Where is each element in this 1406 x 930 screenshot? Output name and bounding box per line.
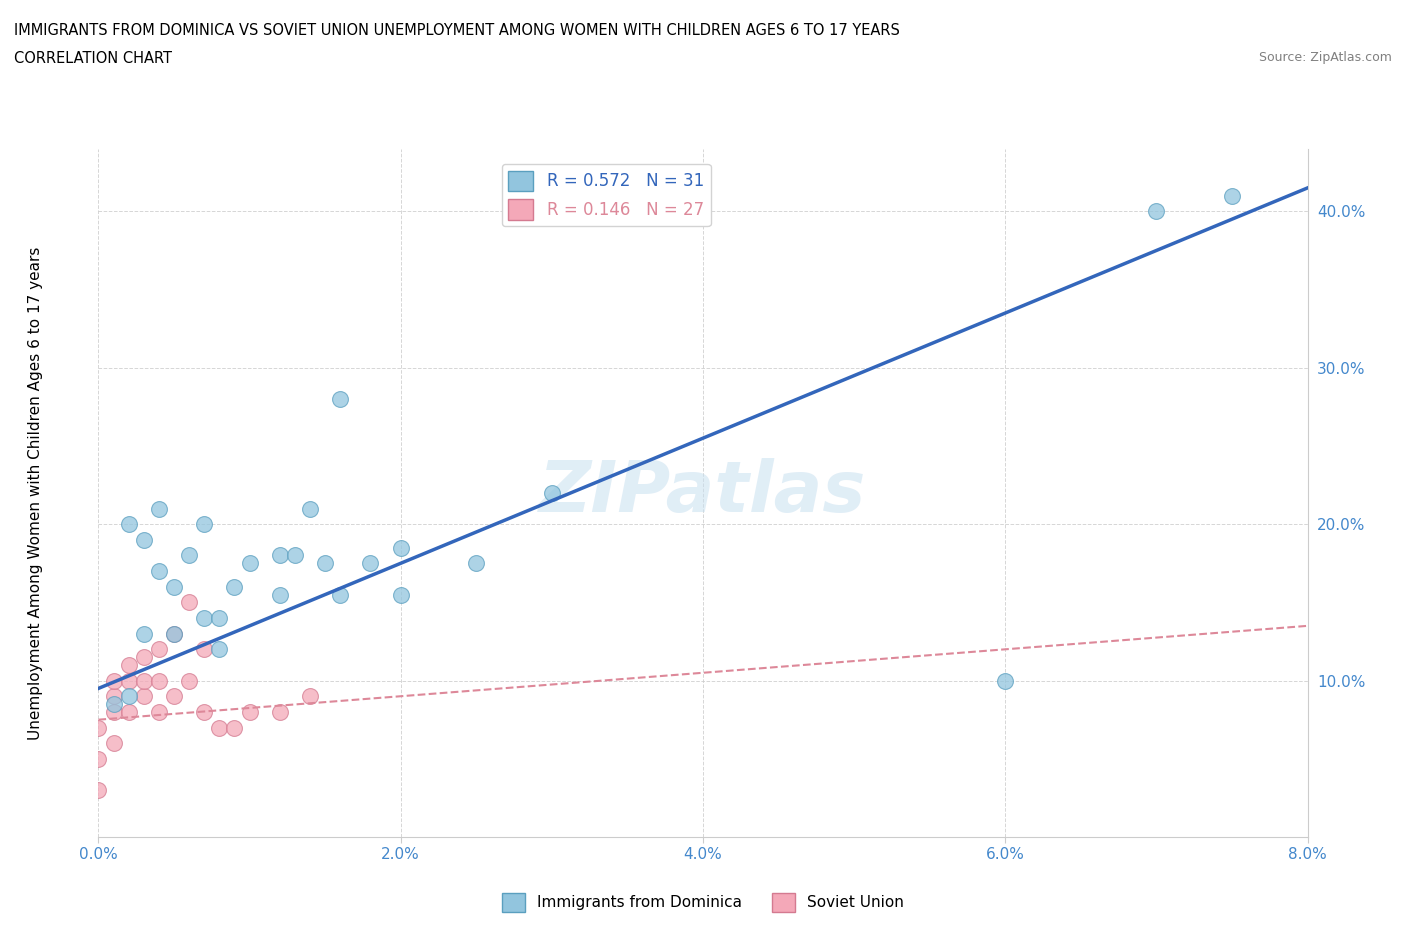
- Point: [193, 517, 215, 532]
- Point: [132, 626, 155, 641]
- Point: [148, 564, 170, 578]
- Point: [103, 704, 125, 719]
- Point: [87, 720, 110, 735]
- Point: [179, 548, 201, 563]
- Legend: Immigrants from Dominica, Soviet Union: Immigrants from Dominica, Soviet Union: [495, 887, 911, 918]
- Point: [994, 673, 1017, 688]
- Text: Unemployment Among Women with Children Ages 6 to 17 years: Unemployment Among Women with Children A…: [28, 246, 42, 739]
- Point: [163, 579, 186, 594]
- Point: [540, 485, 562, 500]
- Point: [87, 783, 110, 798]
- Point: [224, 720, 246, 735]
- Point: [148, 673, 170, 688]
- Legend: R = 0.572   N = 31, R = 0.146   N = 27: R = 0.572 N = 31, R = 0.146 N = 27: [502, 164, 710, 226]
- Point: [1144, 204, 1167, 219]
- Point: [118, 704, 141, 719]
- Point: [148, 501, 170, 516]
- Point: [193, 704, 215, 719]
- Text: CORRELATION CHART: CORRELATION CHART: [14, 51, 172, 66]
- Point: [193, 611, 215, 626]
- Point: [269, 548, 291, 563]
- Point: [87, 751, 110, 766]
- Text: ZIPatlas: ZIPatlas: [540, 458, 866, 527]
- Point: [118, 517, 141, 532]
- Point: [103, 697, 125, 711]
- Point: [163, 626, 186, 641]
- Point: [179, 595, 201, 610]
- Point: [193, 642, 215, 657]
- Point: [359, 556, 381, 571]
- Point: [208, 720, 231, 735]
- Point: [329, 587, 352, 602]
- Point: [132, 650, 155, 665]
- Point: [179, 673, 201, 688]
- Point: [103, 736, 125, 751]
- Point: [163, 689, 186, 704]
- Point: [239, 704, 262, 719]
- Point: [239, 556, 262, 571]
- Point: [118, 658, 141, 672]
- Point: [465, 556, 488, 571]
- Point: [208, 642, 231, 657]
- Point: [163, 626, 186, 641]
- Point: [148, 642, 170, 657]
- Point: [299, 501, 322, 516]
- Point: [118, 689, 141, 704]
- Point: [132, 673, 155, 688]
- Point: [389, 587, 412, 602]
- Point: [103, 689, 125, 704]
- Point: [103, 673, 125, 688]
- Point: [389, 540, 412, 555]
- Point: [148, 704, 170, 719]
- Point: [284, 548, 307, 563]
- Text: IMMIGRANTS FROM DOMINICA VS SOVIET UNION UNEMPLOYMENT AMONG WOMEN WITH CHILDREN : IMMIGRANTS FROM DOMINICA VS SOVIET UNION…: [14, 23, 900, 38]
- Point: [132, 532, 155, 547]
- Point: [314, 556, 336, 571]
- Point: [132, 689, 155, 704]
- Point: [299, 689, 322, 704]
- Point: [269, 704, 291, 719]
- Point: [118, 673, 141, 688]
- Point: [1220, 188, 1243, 203]
- Point: [224, 579, 246, 594]
- Point: [269, 587, 291, 602]
- Text: Source: ZipAtlas.com: Source: ZipAtlas.com: [1258, 51, 1392, 64]
- Point: [329, 392, 352, 406]
- Point: [208, 611, 231, 626]
